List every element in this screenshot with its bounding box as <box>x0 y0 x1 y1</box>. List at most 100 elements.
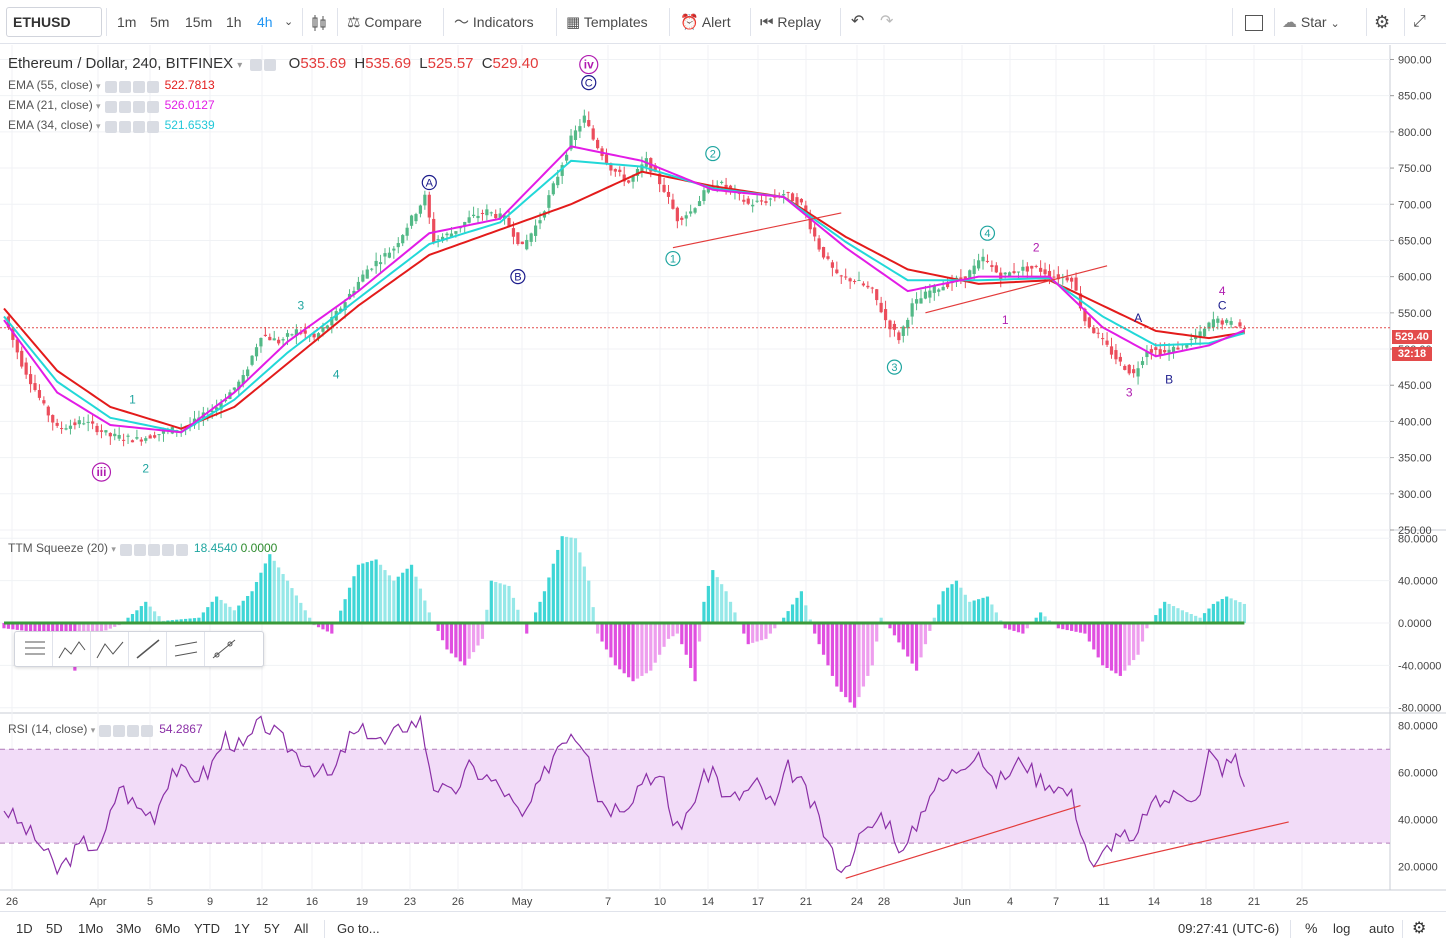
squeeze-bar <box>436 623 440 631</box>
candle-body <box>1030 265 1034 269</box>
gear-icon[interactable]: ⚙ <box>1374 12 1391 32</box>
range-5d[interactable]: 5D <box>46 921 63 936</box>
squeeze-tick-label: 40.0000 <box>1398 576 1438 588</box>
squeeze-bar <box>316 623 321 628</box>
squeeze-bar <box>15 623 19 630</box>
squeeze-bar <box>485 609 489 623</box>
fullscreen-box-button[interactable] <box>1245 0 1263 44</box>
range-all[interactable]: All <box>294 921 309 936</box>
range-1d[interactable]: 1D <box>16 921 33 936</box>
candle-body <box>1127 364 1131 374</box>
squeeze-bar <box>613 623 617 666</box>
goto-button[interactable]: Go to... <box>337 921 380 936</box>
squeeze-bar <box>578 552 582 623</box>
range-6mo[interactable]: 6Mo <box>155 921 181 936</box>
squeeze-bar <box>591 607 595 623</box>
candle-body <box>720 181 724 183</box>
expand-icon[interactable]: ⤢ <box>1413 13 1426 30</box>
legend-buttons[interactable] <box>250 56 278 73</box>
indicators-button[interactable]: 〜 Indicators <box>454 0 534 44</box>
chart-type-button[interactable] <box>311 0 327 44</box>
squeeze-bar <box>821 623 826 655</box>
squeeze-bar <box>365 562 369 623</box>
separator <box>1366 8 1367 36</box>
chevron-down-icon: ▾ <box>237 60 243 71</box>
squeeze-bar <box>321 623 325 630</box>
ema34-line <box>3 159 1245 434</box>
separator <box>1274 8 1275 36</box>
candle-body <box>534 225 538 236</box>
squeeze-bar <box>861 623 866 687</box>
squeeze-bar <box>28 623 33 632</box>
chart-canvas[interactable]: 900.00 850.00 800.00 750.00 700.00 650.00 600.… <box>0 45 1446 911</box>
compare-button[interactable]: ⚖ Compare <box>347 0 422 44</box>
gear-icon[interactable]: ⚙ <box>1412 920 1427 937</box>
elliott-impulse-icon[interactable] <box>53 632 91 666</box>
trend-line-icon[interactable] <box>129 632 167 666</box>
separator <box>1404 8 1405 36</box>
undo-icon[interactable]: ↶ <box>851 13 865 30</box>
interval-dropdown-icon[interactable]: ⌄ <box>284 16 294 28</box>
ema34-buttons[interactable] <box>104 119 161 133</box>
candle-body <box>906 319 910 329</box>
ema55-buttons[interactable] <box>104 79 161 93</box>
drag-handle-icon[interactable] <box>15 632 53 666</box>
interval-1m[interactable]: 1m <box>117 14 137 30</box>
wave-label: 2 <box>142 461 149 475</box>
range-ytd[interactable]: YTD <box>194 921 220 936</box>
candle-body <box>343 302 347 311</box>
ema21-buttons[interactable] <box>104 99 161 113</box>
candle-body <box>591 128 595 140</box>
squeeze-bar <box>1078 623 1083 633</box>
squeeze-bar <box>42 623 46 634</box>
candle-body <box>968 270 972 279</box>
percent-toggle[interactable]: % <box>1305 920 1318 936</box>
templates-button[interactable]: ▦ Templates <box>566 0 648 44</box>
elliott-correction-icon[interactable] <box>91 632 129 666</box>
range-3mo[interactable]: 3Mo <box>116 921 142 936</box>
candle-body <box>680 217 684 220</box>
clock: 09:27:41 (UTC-6) <box>1178 921 1280 936</box>
squeeze-bar <box>1043 616 1047 623</box>
candle-body <box>1225 319 1229 323</box>
squeeze-bar <box>870 623 874 666</box>
interval-4h[interactable]: 4h <box>257 14 273 30</box>
alert-button[interactable]: ⏰ Alert <box>680 0 731 44</box>
alarm-clock-icon: ⏰ <box>680 14 699 31</box>
squeeze-bar <box>1127 623 1131 666</box>
range-1y[interactable]: 1Y <box>234 921 250 936</box>
squeeze-bar <box>387 575 392 623</box>
interval-15m[interactable]: 15m <box>185 14 213 30</box>
auto-toggle[interactable]: auto <box>1369 921 1395 936</box>
range-5y[interactable]: 5Y <box>264 921 280 936</box>
squeeze-bar <box>20 623 24 631</box>
squeeze-bar <box>1136 623 1140 655</box>
chart-area[interactable]: 900.00 850.00 800.00 750.00 700.00 650.00 600.… <box>0 45 1446 911</box>
replay-button[interactable]: ⏮ Replay <box>760 0 821 44</box>
interval-5m[interactable]: 5m <box>150 14 170 30</box>
candle-body <box>1118 356 1122 362</box>
cloud-save-button[interactable]: ☁ Star ⌄ <box>1282 0 1340 44</box>
ema21-label: EMA (21, close) <box>8 98 93 112</box>
indicators-label: Indicators <box>472 14 534 30</box>
squeeze-bar <box>666 623 671 639</box>
candle-body <box>325 325 329 329</box>
interval-1h[interactable]: 1h <box>226 14 242 30</box>
candle-body <box>1070 277 1074 282</box>
squeeze-bar <box>1074 623 1078 632</box>
wave-label-circle <box>510 269 526 285</box>
candle-body <box>82 423 86 425</box>
rsi-buttons[interactable] <box>99 723 155 737</box>
candle-body <box>210 410 214 413</box>
log-toggle[interactable]: log <box>1333 921 1351 936</box>
candle-body <box>277 339 281 344</box>
squeeze-buttons[interactable] <box>119 542 190 556</box>
redo-icon[interactable]: ↷ <box>880 13 894 30</box>
candle-body <box>480 212 485 214</box>
ray-icon[interactable] <box>205 632 243 666</box>
parallel-channel-icon[interactable] <box>167 632 205 666</box>
time-tick-label: May <box>512 896 533 908</box>
squeeze-bar <box>1242 603 1246 623</box>
symbol-search[interactable]: ETHUSD <box>6 7 102 37</box>
range-1mo[interactable]: 1Mo <box>78 921 104 936</box>
